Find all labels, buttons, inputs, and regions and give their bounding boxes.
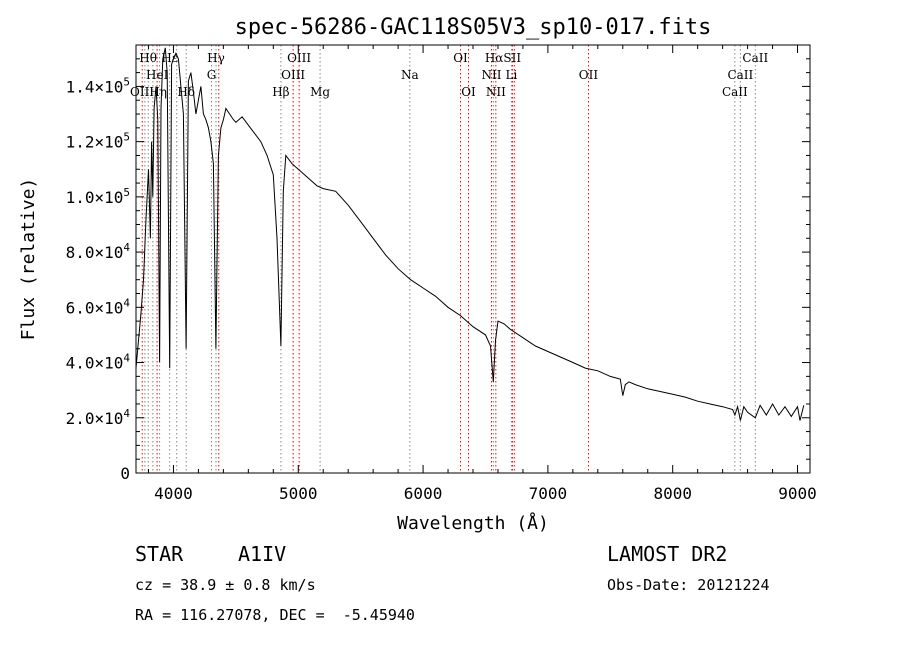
line-label: OIII [281,68,305,82]
y-tick-label: 2.0×104 [66,407,131,428]
observation-date: Obs-Date: 20121224 [607,576,770,594]
object-subclass: A1IV [238,542,287,566]
y-tick-label: 4.0×104 [66,352,131,373]
x-tick-label: 4000 [154,484,193,503]
line-label: Hγ [207,51,225,65]
line-label: Li [506,68,518,82]
line-label: CaII [727,68,753,82]
x-tick-label: 5000 [279,484,318,503]
y-tick-label: 0 [120,464,130,483]
plot-frame [135,44,811,474]
y-tick-label: 6.0×104 [66,296,131,317]
line-label: OIIHη [130,85,167,99]
survey-name: LAMOST DR2 [607,542,728,566]
y-tick-label: 1.0×105 [66,186,130,207]
x-tick-label: 6000 [404,484,443,503]
line-label: OI [453,51,468,65]
line-label: Hθ [139,51,157,65]
line-label: OIII [287,51,311,65]
line-label: HeI [146,68,169,82]
emission-line-markers [141,45,756,473]
y-axis: 0 2.0×104 4.0×104 6.0×104 8.0×104 1.0×105 1.2×… [66,58,810,483]
line-label: Na [401,68,419,82]
x-tick-label: 8000 [653,484,692,503]
redshift-cz: cz = 38.9 ± 0.8 km/s [135,576,316,594]
chart-title: spec-56286-GAC118S05V3_sp10-017.fits [235,15,712,40]
object-class: STAR [135,542,184,566]
line-label: Hβ [272,85,289,99]
coordinates: RA = 116.27078, DEC = -5.45940 [135,606,415,624]
y-tick-label: 1.4×105 [66,75,130,96]
line-label: OII [579,68,599,82]
y-axis-label: Flux (relative) [18,178,39,341]
x-axis-label: Wavelength (Å) [397,512,549,534]
line-label: G [207,68,217,82]
y-tick-label: 8.0×104 [66,241,131,262]
line-label: OI [461,85,476,99]
x-tick-label: 7000 [529,484,568,503]
line-label: HαSII [485,51,522,65]
line-label: NII [486,85,506,99]
line-label: CaII [722,85,748,99]
spectrum-series-line [135,47,805,421]
x-axis: 4000 5000 6000 7000 8000 9000 [147,45,817,503]
line-label: CaII [742,51,768,65]
line-label: Mg [310,85,330,99]
x-tick-label: 9000 [778,484,817,503]
line-label: NII [481,68,501,82]
y-tick-label: 1.2×105 [66,131,130,152]
